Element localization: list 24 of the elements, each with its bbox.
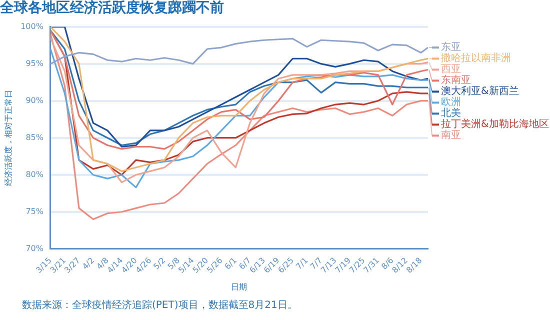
y-tick-label: 100% (20, 22, 44, 31)
y-tick-label: 95% (26, 58, 44, 68)
legend-label: 东南亚 (441, 74, 471, 86)
y-tick-label: 85% (26, 132, 44, 142)
legend-label: 拉丁美洲&加勒比海地区 (441, 118, 549, 130)
x-tick-label: 6/1 (223, 256, 239, 272)
legend-label: 撒哈拉以南非洲 (441, 52, 511, 64)
x-tick-label: 4/2 (80, 256, 96, 272)
x-tick-label: 7/1 (294, 256, 310, 272)
y-tick-label: 90% (26, 96, 44, 105)
chart-title: 全球各地区经济活跃度恢复踯躅不前 (0, 0, 224, 16)
legend-label: 澳大利亚&新西兰 (441, 85, 519, 98)
legend-label: 东亚 (441, 41, 461, 54)
y-axis-title: 经济活跃度，相对于正常日 (4, 90, 13, 186)
legend-label: 西亚 (441, 64, 461, 76)
y-tick-label: 75% (26, 206, 44, 216)
legend-label: 南亚 (441, 129, 461, 142)
legend-label: 北美 (441, 107, 461, 120)
x-tick-label: 5/2 (152, 256, 168, 272)
y-tick-label: 70% (26, 244, 44, 253)
source-note: 数据来源：全球疫情经济追踪(PET)项目，数据截至8月21日。 (22, 298, 298, 312)
x-axis-title: 日期 (231, 282, 248, 292)
legend-label: 欧洲 (441, 96, 461, 108)
y-tick-label: 80% (26, 170, 44, 179)
